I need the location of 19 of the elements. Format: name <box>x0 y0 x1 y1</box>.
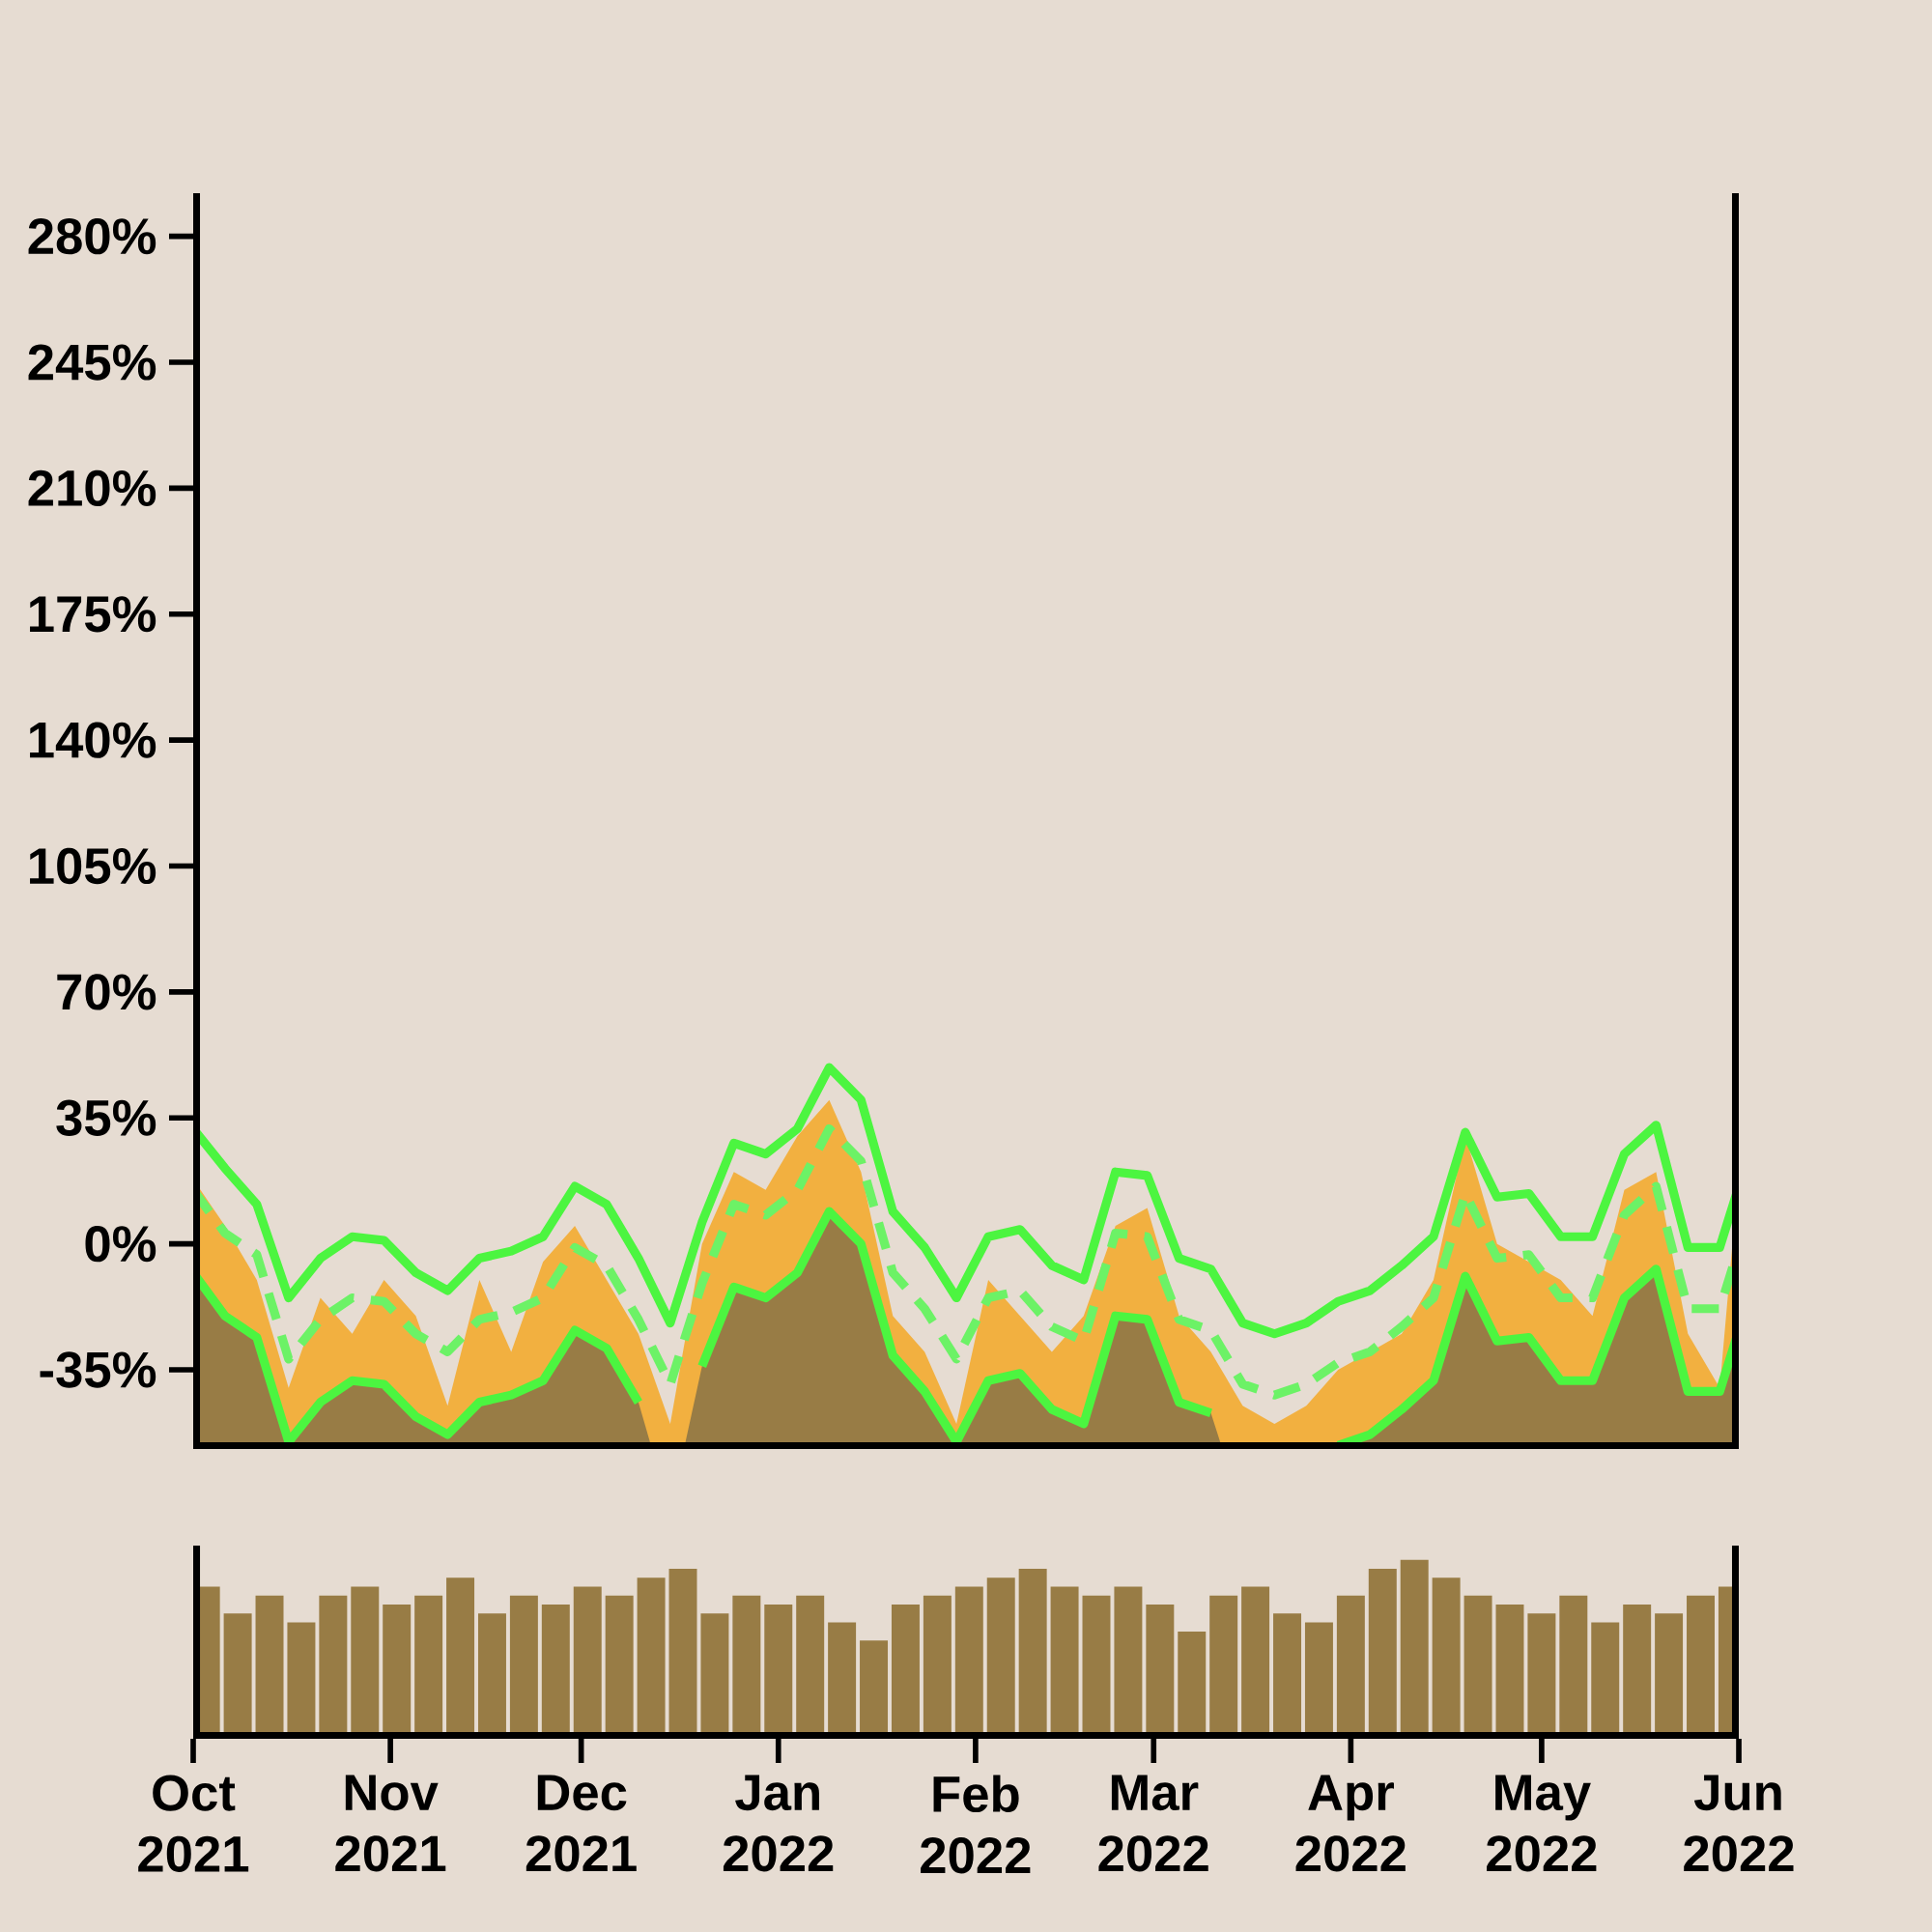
y-tick-label: 70% <box>57 974 156 1010</box>
x-tick-label: Nov 2021 <box>335 1775 446 1872</box>
x-tick-label: Dec 2021 <box>526 1775 637 1872</box>
y-tick-label: 245% <box>28 344 156 381</box>
y-tick-label: 140% <box>30 722 156 758</box>
x-tick-label: Mar 2022 <box>1098 1775 1208 1872</box>
x-tick-label: Apr 2022 <box>1295 1775 1406 1872</box>
y-tick-label: 105% <box>30 847 156 885</box>
y-tick-label: 210% <box>28 469 156 507</box>
y-tick-label: 35% <box>56 1099 156 1137</box>
x-tick-label: Oct 2021 <box>138 1775 249 1872</box>
y-tick-label: -35% <box>40 1351 156 1388</box>
x-tick-label: Jan 2022 <box>723 1775 834 1872</box>
y-tick-label: 280% <box>28 218 156 255</box>
y-tick-label: 175% <box>30 596 156 633</box>
x-tick-label: Feb 2022 <box>921 1775 1031 1874</box>
x-tick-label: May 2022 <box>1487 1775 1597 1872</box>
y-tick-label: 0% <box>85 1226 156 1263</box>
x-tick-label: Jun 2022 <box>1684 1775 1794 1872</box>
